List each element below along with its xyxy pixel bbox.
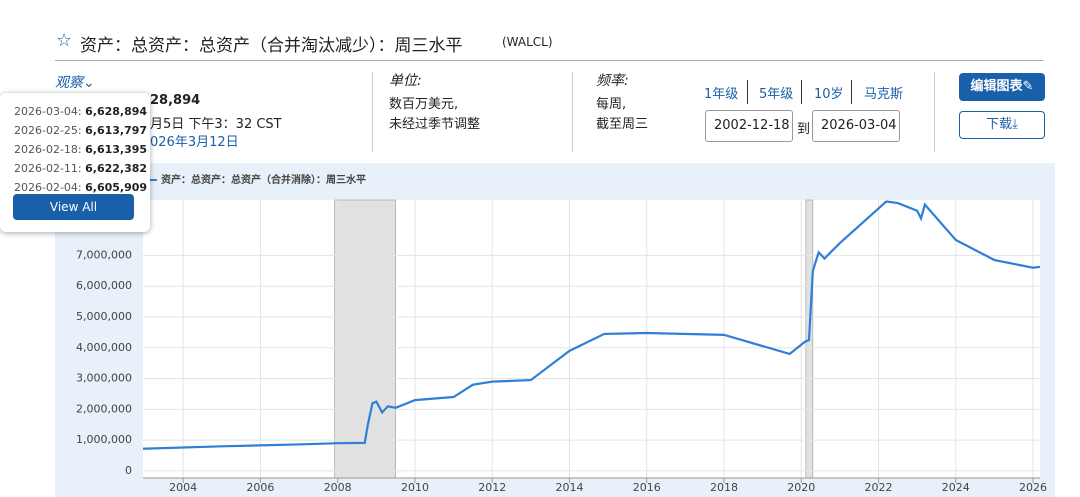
x-tick-label: 2026 bbox=[1019, 481, 1047, 494]
start-date[interactable]: 2002-12-18 bbox=[705, 110, 793, 142]
end-date[interactable]: 2026-03-04 bbox=[812, 110, 900, 142]
popup-row: 2026-03-04: 6,628,894 bbox=[0, 105, 150, 124]
popup-date: 2026-02-25: bbox=[14, 124, 82, 137]
frequency-line: 截至周三 bbox=[596, 117, 649, 132]
series-line bbox=[142, 200, 1041, 450]
popup-list: 2026-03-04: 6,628,894 2026-02-25: 6,613,7… bbox=[0, 93, 150, 200]
download-button[interactable]: 下载⤓ bbox=[959, 111, 1045, 139]
separator bbox=[372, 72, 373, 152]
popup-date: 2026-02-18: bbox=[14, 143, 82, 156]
series-title: 资产：总资产：总资产（合并淘汰减少）：周三水平 bbox=[80, 36, 463, 56]
observation-toggle[interactable]: 观察⌄ bbox=[55, 75, 95, 91]
date-sep: 到 bbox=[797, 122, 811, 137]
observation-label: 观察 bbox=[55, 75, 83, 91]
popup-value: 6,613,395 bbox=[85, 143, 148, 156]
range-button[interactable]: 10岁 bbox=[814, 87, 844, 102]
y-tick-label: 5,000,000 bbox=[76, 310, 132, 323]
popup-value: 6,605,909 bbox=[85, 181, 148, 194]
range-button[interactable]: 马克斯 bbox=[864, 87, 904, 102]
popup-value: 6,613,797 bbox=[85, 124, 148, 137]
popup-date: 2026-03-04: bbox=[14, 105, 82, 118]
x-tick-label: 2006 bbox=[246, 481, 274, 494]
legend-label: 资产：总资产：总资产（合并消除）：周三水平 bbox=[161, 173, 366, 186]
y-tick-label: 3,000,000 bbox=[76, 372, 132, 385]
popup-row: 2026-02-25: 6,613,797 bbox=[0, 124, 150, 143]
separator bbox=[572, 72, 573, 152]
y-tick-label: 2,000,000 bbox=[76, 402, 132, 415]
range-button[interactable]: 5年级 bbox=[759, 87, 794, 102]
popup-row: 2026-02-04: 6,605,909 bbox=[0, 181, 150, 200]
obs-next: 026年3月12日 bbox=[150, 135, 239, 150]
separator bbox=[934, 72, 935, 152]
series-code: (WALCL) bbox=[502, 35, 553, 49]
popup-value: 6,622,382 bbox=[85, 162, 148, 175]
units-line: 未经过季节调整 bbox=[389, 117, 481, 132]
x-tick-label: 2022 bbox=[865, 481, 893, 494]
download-label: 下载 bbox=[986, 117, 1013, 132]
range-button[interactable]: 1年级 bbox=[704, 87, 739, 102]
x-tick-label: 2024 bbox=[942, 481, 970, 494]
popup-row: 2026-02-18: 6,613,395 bbox=[0, 143, 150, 162]
popup-date: 2026-02-11: bbox=[14, 162, 82, 175]
x-tick-label: 2014 bbox=[555, 481, 583, 494]
observation-popup: 2026-03-04: 6,628,894 2026-02-25: 6,613,7… bbox=[0, 93, 150, 232]
y-tick-label: 0 bbox=[125, 464, 132, 477]
separator bbox=[747, 80, 748, 104]
units-label: 单位: bbox=[389, 73, 422, 89]
popup-date: 2026-02-04: bbox=[14, 181, 82, 194]
separator bbox=[851, 80, 852, 104]
popup-value: 6,628,894 bbox=[85, 105, 148, 118]
x-tick-label: 2012 bbox=[478, 481, 506, 494]
separator bbox=[801, 80, 802, 104]
popup-row: 2026-02-11: 6,622,382 bbox=[0, 162, 150, 181]
y-tick-label: 4,000,000 bbox=[76, 341, 132, 354]
frequency-line: 每周, bbox=[596, 97, 627, 112]
x-tick-label: 2016 bbox=[633, 481, 661, 494]
obs-value: 28,894 bbox=[150, 93, 201, 108]
y-tick-label: 6,000,000 bbox=[76, 279, 132, 292]
x-tick-label: 2004 bbox=[169, 481, 197, 494]
edit-button[interactable]: 编辑图表✎ bbox=[959, 73, 1045, 101]
x-tick-label: 2008 bbox=[324, 481, 352, 494]
units-line: 数百万美元, bbox=[389, 97, 459, 112]
y-tick-label: 7,000,000 bbox=[76, 248, 132, 261]
view-all-button[interactable]: View All bbox=[13, 194, 134, 220]
y-tick-label: 1,000,000 bbox=[76, 433, 132, 446]
x-tick-label: 2020 bbox=[787, 481, 815, 494]
frequency-label: 频率: bbox=[596, 73, 629, 89]
star-icon[interactable]: ☆ bbox=[56, 30, 73, 51]
chart: 0 1,000,000 2,000,000 3,000,000 4,000,000 5,0… bbox=[55, 163, 1055, 497]
obs-updated: 月5日 下午3：32 CST bbox=[150, 117, 282, 132]
divider bbox=[55, 60, 1043, 61]
x-tick-label: 2010 bbox=[401, 481, 429, 494]
recession-band bbox=[334, 199, 396, 479]
edit-label: 编辑图表 bbox=[970, 79, 1023, 94]
x-tick-label: 2018 bbox=[710, 481, 738, 494]
